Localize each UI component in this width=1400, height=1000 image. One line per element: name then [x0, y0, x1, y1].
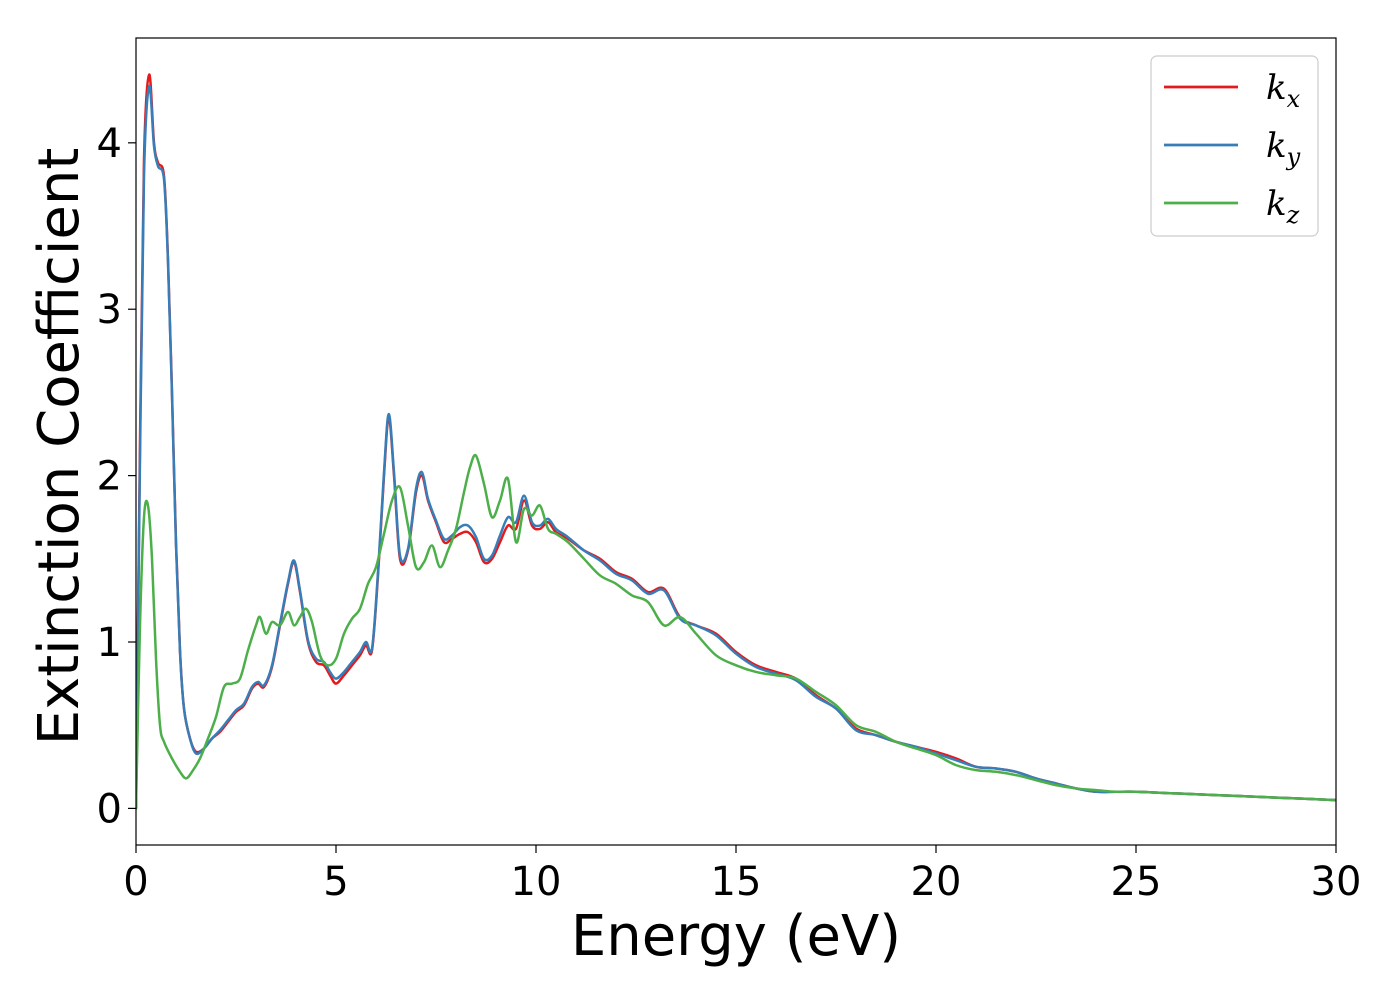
x-tick-label: 20: [911, 859, 962, 905]
y-tick-label: 1: [97, 620, 122, 666]
series-line-kz: [136, 453, 1336, 810]
x-tick-label: 10: [511, 859, 562, 905]
plot-lines: [136, 73, 1336, 810]
legend: kx ky kz: [1150, 55, 1319, 237]
x-axis-label: Energy (eV): [571, 904, 901, 969]
x-tick-label: 25: [1111, 859, 1162, 905]
legend-label-ky: ky: [1266, 126, 1301, 171]
x-tick-label: 15: [711, 859, 762, 905]
y-axis-ticks: 0 1 2 3 4: [97, 121, 136, 832]
x-tick-label: 0: [123, 859, 148, 905]
legend-label-kz: kz: [1266, 184, 1300, 229]
y-tick-label: 3: [97, 287, 122, 333]
y-tick-label: 0: [97, 786, 122, 832]
y-tick-label: 4: [97, 121, 122, 167]
x-tick-label: 30: [1311, 859, 1362, 905]
y-axis-label: Extinction Coefficient: [27, 148, 92, 746]
legend-label-kx: kx: [1266, 68, 1301, 113]
x-tick-label: 5: [323, 859, 348, 905]
x-axis-ticks: 0 5 10 15 20 25 30: [123, 845, 1361, 905]
y-tick-label: 2: [97, 454, 122, 500]
